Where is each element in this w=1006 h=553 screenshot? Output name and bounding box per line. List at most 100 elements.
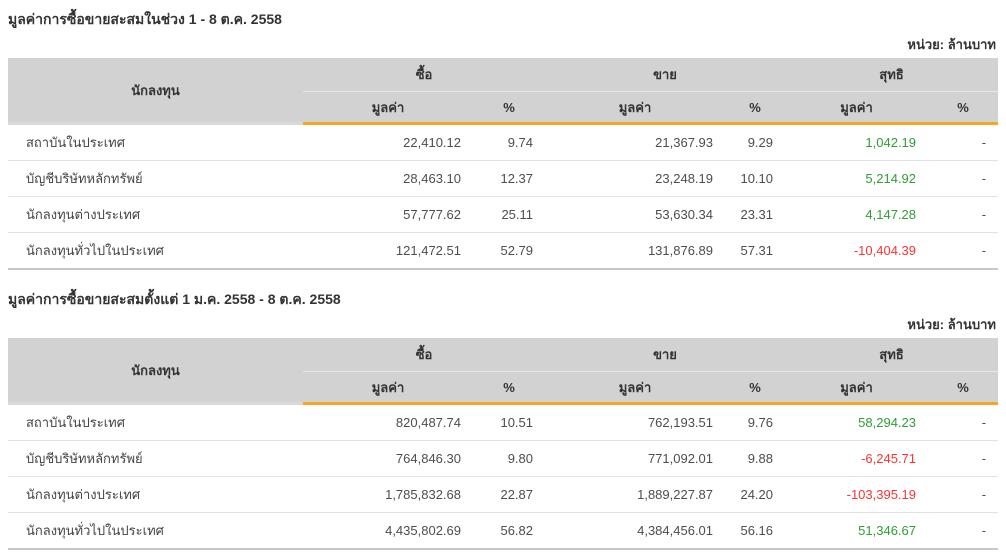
table-body: สถาบันในประเทศ 820,487.74 10.51 762,193.…	[8, 403, 999, 550]
header-sub-row: มูลค่า % มูลค่า % มูลค่า %	[8, 91, 999, 125]
sell-percent-cell: 23.31	[725, 196, 786, 233]
investor-cell: นักลงทุนต่างประเทศ	[8, 476, 303, 513]
net-value: -6,245.71	[861, 451, 917, 466]
header-group-row: นักลงทุน ซื้อ ขาย สุทธิ	[8, 338, 999, 405]
buy-value-cell: 820,487.74	[303, 403, 473, 441]
buy-percent-cell: 12.37	[473, 160, 546, 197]
table-row-proprietary-trading: บัญชีบริษัทหลักทรัพย์ 28,463.10 12.37 23…	[8, 160, 999, 197]
sell-value-cell: 4,384,456.01	[545, 512, 726, 550]
buy-value-cell: 28,463.10	[303, 160, 473, 197]
net-value: 5,214.92	[865, 171, 917, 186]
header-sell-percent: %	[725, 371, 786, 405]
net-value-cell: -6,245.71	[785, 440, 929, 477]
table-title-ytd: มูลค่าการซื้อขายสะสมตั้งแต่ 1 ม.ค. 2558 …	[8, 291, 341, 307]
buy-percent-cell: 22.87	[473, 476, 546, 513]
header-buy-percent: %	[473, 371, 546, 405]
net-percent-cell: -	[928, 160, 999, 197]
net-percent-cell: -	[928, 440, 999, 477]
header-sell-group: ขาย	[545, 338, 786, 372]
net-value: 1,042.19	[865, 135, 917, 150]
sell-value-cell: 1,889,227.87	[545, 476, 726, 513]
header-net-value: มูลค่า	[785, 91, 929, 125]
sell-percent-cell: 24.20	[725, 476, 786, 513]
net-percent-cell: -	[928, 196, 999, 233]
sell-percent-cell: 56.16	[725, 512, 786, 550]
buy-value-cell: 121,472.51	[303, 232, 473, 270]
investor-cell: สถาบันในประเทศ	[8, 123, 303, 161]
header-net-percent: %	[928, 91, 999, 125]
section-ytd-trading: มูลค่าการซื้อขายสะสมตั้งแต่ 1 ม.ค. 2558 …	[8, 288, 999, 550]
net-percent-cell: -	[928, 512, 999, 550]
table-row-foreign-investors: นักลงทุนต่างประเทศ 57,777.62 25.11 53,63…	[8, 196, 999, 233]
net-value-cell: -103,395.19	[785, 476, 929, 513]
buy-percent-cell: 56.82	[473, 512, 546, 550]
buy-percent-cell: 9.74	[473, 123, 546, 161]
header-net-group: สุทธิ	[785, 58, 999, 92]
investor-cell: สถาบันในประเทศ	[8, 403, 303, 441]
unit-label: หน่วย: ล้านบาท	[907, 317, 996, 332]
buy-value-cell: 1,785,832.68	[303, 476, 473, 513]
header-buy-value: มูลค่า	[303, 371, 473, 405]
buy-value-cell: 4,435,802.69	[303, 512, 473, 550]
buy-percent-cell: 52.79	[473, 232, 546, 270]
net-value-cell: 58,294.23	[785, 403, 929, 441]
table-body: สถาบันในประเทศ 22,410.12 9.74 21,367.93 …	[8, 123, 999, 270]
net-value-cell: 1,042.19	[785, 123, 929, 161]
investor-cell: นักลงทุนต่างประเทศ	[8, 196, 303, 233]
header-net-value: มูลค่า	[785, 371, 929, 405]
header-buy-group: ซื้อ	[303, 338, 546, 372]
sell-value-cell: 762,193.51	[545, 403, 726, 441]
trading-table-period: นักลงทุน ซื้อ ขาย สุทธิ มูลค่า % มูลค่า …	[8, 58, 999, 270]
table-row-local-institutions: สถาบันในประเทศ 22,410.12 9.74 21,367.93 …	[8, 123, 999, 161]
table-header: นักลงทุน ซื้อ ขาย สุทธิ มูลค่า % มูลค่า …	[8, 338, 999, 405]
table-row-local-institutions: สถาบันในประเทศ 820,487.74 10.51 762,193.…	[8, 403, 999, 441]
header-buy-value: มูลค่า	[303, 91, 473, 125]
sell-percent-cell: 9.76	[725, 403, 786, 441]
buy-value-cell: 22,410.12	[303, 123, 473, 161]
investor-cell: นักลงทุนทั่วไปในประเทศ	[8, 512, 303, 550]
header-sell-value: มูลค่า	[545, 371, 726, 405]
header-investor: นักลงทุน	[8, 338, 303, 405]
trading-table-ytd: นักลงทุน ซื้อ ขาย สุทธิ มูลค่า % มูลค่า …	[8, 338, 999, 550]
header-sell-value: มูลค่า	[545, 91, 726, 125]
buy-value-cell: 764,846.30	[303, 440, 473, 477]
net-value: 51,346.67	[858, 523, 917, 538]
table-header: นักลงทุน ซื้อ ขาย สุทธิ มูลค่า % มูลค่า …	[8, 58, 999, 125]
net-value: 58,294.23	[858, 415, 917, 430]
header-buy-group: ซื้อ	[303, 58, 546, 92]
sell-value-cell: 21,367.93	[545, 123, 726, 161]
sell-percent-cell: 57.31	[725, 232, 786, 270]
net-value: -103,395.19	[846, 487, 917, 502]
net-value-cell: -10,404.39	[785, 232, 929, 270]
table-row-local-individuals: นักลงทุนทั่วไปในประเทศ 121,472.51 52.79 …	[8, 232, 999, 270]
net-value-cell: 51,346.67	[785, 512, 929, 550]
sell-value-cell: 131,876.89	[545, 232, 726, 270]
sell-value-cell: 771,092.01	[545, 440, 726, 477]
sell-percent-cell: 9.29	[725, 123, 786, 161]
header-net-percent: %	[928, 371, 999, 405]
unit-label: หน่วย: ล้านบาท	[907, 37, 996, 52]
header-net-group: สุทธิ	[785, 338, 999, 372]
buy-value-cell: 57,777.62	[303, 196, 473, 233]
net-value-cell: 5,214.92	[785, 160, 929, 197]
net-value: 4,147.28	[865, 207, 917, 222]
buy-percent-cell: 9.80	[473, 440, 546, 477]
header-buy-percent: %	[473, 91, 546, 125]
sell-value-cell: 23,248.19	[545, 160, 726, 197]
net-value-cell: 4,147.28	[785, 196, 929, 233]
sell-percent-cell: 10.10	[725, 160, 786, 197]
table-row-foreign-investors: นักลงทุนต่างประเทศ 1,785,832.68 22.87 1,…	[8, 476, 999, 513]
table-title-period: มูลค่าการซื้อขายสะสมในช่วง 1 - 8 ต.ค. 25…	[8, 11, 282, 27]
header-group-row: นักลงทุน ซื้อ ขาย สุทธิ	[8, 58, 999, 125]
section-period-trading: มูลค่าการซื้อขายสะสมในช่วง 1 - 8 ต.ค. 25…	[8, 8, 999, 270]
sell-value-cell: 53,630.34	[545, 196, 726, 233]
sell-percent-cell: 9.88	[725, 440, 786, 477]
net-percent-cell: -	[928, 403, 999, 441]
investor-cell: นักลงทุนทั่วไปในประเทศ	[8, 232, 303, 270]
buy-percent-cell: 10.51	[473, 403, 546, 441]
net-value: -10,404.39	[853, 243, 917, 258]
investor-cell: บัญชีบริษัทหลักทรัพย์	[8, 160, 303, 197]
net-percent-cell: -	[928, 232, 999, 270]
header-sell-percent: %	[725, 91, 786, 125]
